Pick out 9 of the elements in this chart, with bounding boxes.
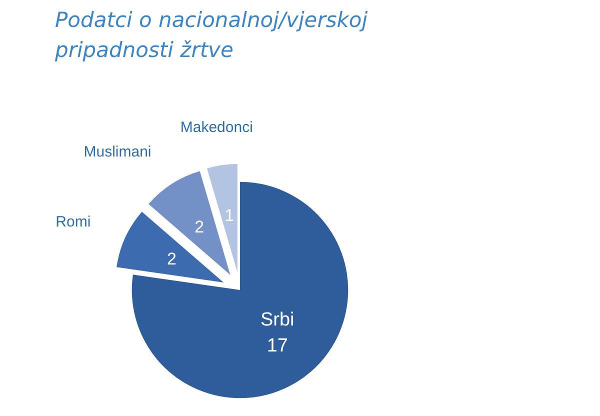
data-label: 1	[224, 206, 234, 226]
chart-title: Podatci o nacionalnoj/vjerskoj pripadnosti žrtve	[54, 8, 374, 62]
slice-label: Srbi	[260, 310, 294, 331]
slice-label: Muslimani	[84, 143, 152, 160]
data-label: 2	[194, 217, 204, 236]
data-label: 2	[166, 249, 176, 268]
slice-label: Makedonci	[180, 119, 253, 136]
data-label: 17	[266, 336, 288, 357]
slice-label: Romi	[56, 213, 91, 230]
